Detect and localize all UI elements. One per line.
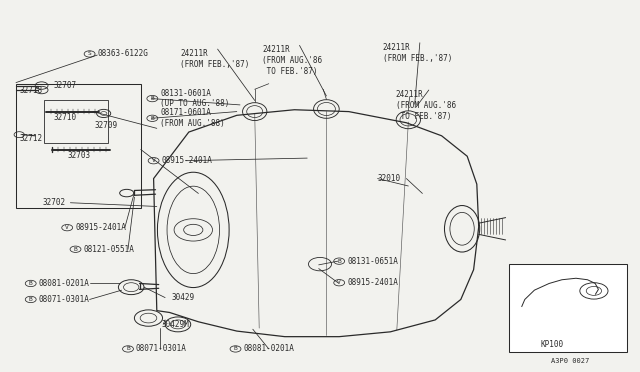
Text: 08363-6122G: 08363-6122G bbox=[98, 49, 148, 58]
Text: 30429: 30429 bbox=[172, 293, 195, 302]
Text: 24211R
(FROM AUG.'86
 TO FEB.'87): 24211R (FROM AUG.'86 TO FEB.'87) bbox=[262, 45, 323, 76]
Text: 08915-2401A: 08915-2401A bbox=[347, 278, 398, 287]
Text: B: B bbox=[126, 346, 130, 352]
Text: KP100: KP100 bbox=[541, 340, 564, 349]
Text: S: S bbox=[88, 51, 92, 57]
Text: V: V bbox=[152, 158, 156, 163]
Text: 32010: 32010 bbox=[378, 174, 401, 183]
Bar bbox=[16, 84, 141, 208]
Text: A3P0 0027: A3P0 0027 bbox=[550, 358, 589, 364]
Text: 08081-0201A: 08081-0201A bbox=[244, 344, 294, 353]
Text: V: V bbox=[337, 280, 341, 285]
Text: 32707: 32707 bbox=[53, 81, 76, 90]
Text: 08915-2401A: 08915-2401A bbox=[76, 223, 126, 232]
Text: V: V bbox=[65, 225, 69, 230]
Bar bbox=[44, 100, 108, 143]
Text: B: B bbox=[29, 297, 33, 302]
Text: 08131-0651A: 08131-0651A bbox=[347, 257, 398, 266]
Text: B: B bbox=[337, 259, 341, 264]
Text: B: B bbox=[74, 247, 77, 252]
Text: 32702: 32702 bbox=[43, 198, 66, 207]
Text: 08121-0551A: 08121-0551A bbox=[84, 245, 134, 254]
Text: 32709: 32709 bbox=[95, 121, 118, 130]
Text: 08915-2401A: 08915-2401A bbox=[161, 156, 212, 165]
Text: 24211R
(FROM FEB.,'87): 24211R (FROM FEB.,'87) bbox=[383, 43, 452, 62]
Text: B: B bbox=[150, 116, 154, 121]
Bar bbox=[509, 264, 627, 352]
Text: 08071-0301A: 08071-0301A bbox=[38, 295, 90, 304]
Text: 24211R
(FROM FEB.,'87): 24211R (FROM FEB.,'87) bbox=[180, 49, 250, 69]
Text: 30429M: 30429M bbox=[161, 320, 189, 329]
Text: 32712: 32712 bbox=[19, 134, 42, 143]
Text: 08071-0301A: 08071-0301A bbox=[136, 344, 187, 353]
Text: 32718: 32718 bbox=[19, 86, 42, 94]
Text: 24211R
(FROM AUG.'86
 TO FEB.'87): 24211R (FROM AUG.'86 TO FEB.'87) bbox=[396, 90, 456, 121]
Text: 32710: 32710 bbox=[53, 113, 76, 122]
Text: B: B bbox=[234, 346, 237, 352]
Text: 32703: 32703 bbox=[67, 151, 90, 160]
Text: B: B bbox=[29, 281, 33, 286]
Text: 08081-0201A: 08081-0201A bbox=[38, 279, 90, 288]
Text: B: B bbox=[150, 96, 154, 101]
Text: 08171-0601A
(FROM AUG.'88): 08171-0601A (FROM AUG.'88) bbox=[160, 108, 225, 128]
Text: 08131-0601A
(UP TO AUG.'88): 08131-0601A (UP TO AUG.'88) bbox=[160, 89, 230, 109]
